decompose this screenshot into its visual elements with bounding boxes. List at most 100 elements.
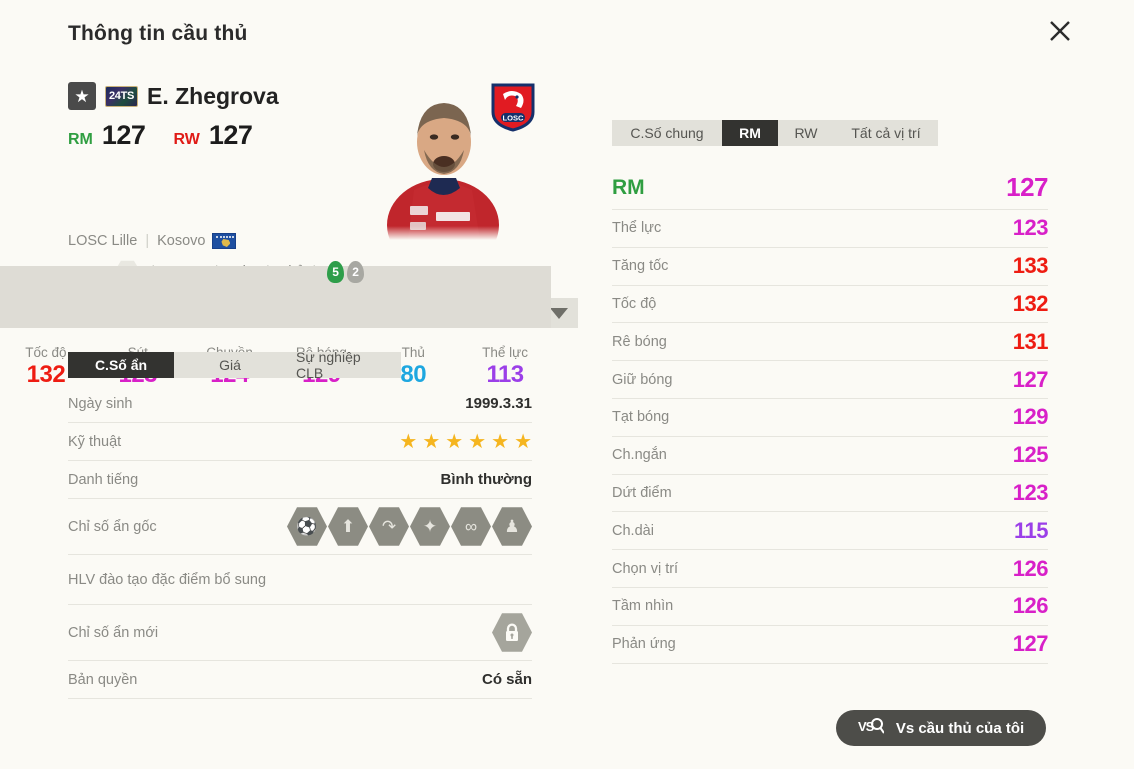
stat-value: 132 (1012, 290, 1049, 316)
stat-label: Giữ bóng (612, 371, 673, 388)
player-identity-row: ★ 24TS E. Zhegrova (68, 82, 279, 110)
stat-label: Dứt điểm (612, 484, 672, 501)
page-title: Thông tin cầu thủ (68, 22, 248, 45)
stat-value: 131 (1012, 328, 1049, 354)
position-rating-row: RM 127 RW 127 (68, 120, 253, 151)
info-rows: Ngày sinh 1999.3.31 Kỹ thuật ★ ★ ★ ★ ★ ★ Danh… (68, 385, 532, 699)
stat-label: Tạt bóng (612, 409, 670, 426)
row-reputation: Danh tiếng Bình thường (68, 461, 532, 499)
nation-name: Kosovo (157, 233, 206, 249)
reputation-value: Bình thường (440, 471, 532, 488)
stat-value: 127 (1012, 631, 1049, 657)
stat-row: Ch.dài 115 (612, 512, 1049, 551)
stat-label: RM (612, 175, 645, 199)
position-overall-row: RM 127 (612, 166, 1048, 210)
new-trait-label: Chỉ số ẩn mới (68, 624, 159, 641)
summary-stat-label: Tốc độ (25, 345, 67, 360)
stat-row: Phản ứng 127 (612, 626, 1049, 664)
stat-label: Tầm nhìn (612, 598, 674, 615)
stat-row: Tầm nhìn 126 (612, 588, 1049, 626)
row-base-traits: Chỉ số ẩn gốc ⚽ ⬆ ↷ ✦ ∞ ♟ (68, 499, 532, 555)
stat-value: 127 (1006, 172, 1048, 202)
stat-label: Ch.dài (612, 522, 654, 539)
skill-stars: ★ ★ ★ ★ ★ ★ (399, 432, 532, 452)
coach-trait-label: HLV đào tạo đặc điểm bổ sung (68, 571, 267, 588)
divider: | (145, 233, 150, 249)
skill-star-icon: ★ (399, 430, 418, 453)
position-stat-rows: RM 127 Thể lực 123 Tăng tốc 133 Tốc độ 132 Rê bó… (612, 166, 1049, 664)
copyright-label: Bản quyền (68, 671, 138, 688)
stat-row: Tạt bóng 129 (612, 399, 1049, 437)
fan-favourite-icon[interactable]: ♟ (492, 507, 532, 546)
stat-row: Chọn vị trí 126 (612, 550, 1049, 588)
row-coach-trait: HLV đào tạo đặc điểm bổ sung (68, 555, 532, 605)
summary-stat-0: Tốc độ 132 (0, 345, 92, 389)
vs-search-icon: VS (858, 716, 885, 740)
birthdate-value: 1999.3.31 (465, 395, 532, 412)
player-name: E. Zhegrova (147, 82, 279, 109)
chevron-down-icon (550, 307, 568, 319)
pass-skill-icon[interactable]: ✦ (410, 507, 450, 546)
weak-foot-icon: 2 (347, 260, 365, 283)
compare-with-my-player-button[interactable]: VS Vs cầu thủ của tôi (836, 710, 1046, 746)
summary-stat-label: Thể lực (482, 345, 528, 360)
stat-row: Thể lực 123 (612, 210, 1049, 248)
stat-value: 127 (1012, 366, 1049, 392)
summary-stat-value: 113 (486, 361, 524, 388)
skill-star-icon: ★ (422, 430, 441, 453)
stat-value: 123 (1012, 479, 1049, 505)
left-tab-2[interactable]: Sự nghiệp CLB (296, 349, 361, 381)
compare-button-label: Vs cầu thủ của tôi (895, 719, 1025, 737)
stat-value: 129 (1012, 404, 1049, 430)
stat-row: Tốc độ 132 (612, 286, 1049, 324)
position-tag-primary: RM (68, 131, 93, 148)
base-traits-label: Chỉ số ẩn gốc (68, 518, 157, 535)
acrobatic-icon[interactable]: ∞ (451, 507, 491, 546)
row-new-trait: Chỉ số ẩn mới (68, 605, 532, 661)
player-photo (368, 80, 548, 240)
skill-label: Kỹ thuật (68, 433, 122, 450)
left-tab-1[interactable]: Giá (219, 357, 241, 373)
lock-icon[interactable] (492, 613, 532, 652)
stat-row: Tăng tốc 133 (612, 248, 1049, 286)
row-copyright: Bản quyền Có sẵn (68, 661, 532, 699)
right-tab-ttcvtr[interactable]: Tất cả vị trí (851, 125, 921, 141)
stat-row: Giữ bóng 127 (612, 361, 1049, 399)
stat-value: 126 (1012, 593, 1049, 619)
skill-star-icon: ★ (468, 430, 487, 453)
club-nation-row: LOSC Lille | Kosovo (68, 233, 237, 249)
stat-label: Thể lực (612, 220, 662, 237)
summary-stat-value: 132 (26, 361, 66, 388)
row-birthdate: Ngày sinh 1999.3.31 (68, 385, 532, 423)
right-tab-cschung[interactable]: C.Số chung (630, 125, 704, 141)
summary-stat-strip-bg (0, 266, 551, 328)
position-tag-secondary: RW (173, 131, 200, 148)
base-traits-icons: ⚽ ⬆ ↷ ✦ ∞ ♟ (287, 503, 532, 551)
heading-icon[interactable]: ⬆ (328, 507, 368, 546)
stat-row: Rê bóng 131 (612, 323, 1049, 362)
right-tab-bar: C.Số chung RM RW Tất cả vị trí (612, 120, 938, 146)
long-range-shot-icon[interactable]: ⚽ (287, 507, 327, 546)
copyright-value: Có sẵn (481, 671, 532, 688)
close-icon[interactable] (1043, 14, 1077, 48)
stat-value: 126 (1012, 555, 1049, 581)
stat-label: Ch.ngắn (612, 447, 667, 464)
position-rating-secondary: 127 (208, 120, 253, 150)
summary-stat-4: Thủ 80 (367, 345, 459, 389)
right-tab-rw[interactable]: RW (794, 125, 818, 141)
club-name: LOSC Lille (68, 233, 138, 249)
skill-star-icon: ★ (445, 430, 464, 453)
star-icon[interactable]: ★ (68, 82, 96, 110)
position-rating-primary: 127 (101, 120, 146, 150)
summary-stat-5: Thể lực 113 (459, 345, 551, 389)
right-tab-rm[interactable]: RM (722, 120, 778, 146)
strong-foot-icon: 5 (327, 260, 345, 283)
stat-row: Ch.ngắn 125 (612, 437, 1049, 475)
stat-label: Tăng tốc (612, 258, 669, 275)
left-panel: ★ 24TS E. Zhegrova RM 127 RW 127 LOSC Li… (0, 70, 578, 769)
left-tab-0[interactable]: C.Số ẩn (68, 352, 174, 378)
curve-pass-icon[interactable]: ↷ (369, 507, 409, 546)
stat-value: 133 (1012, 253, 1049, 279)
stat-label: Tốc độ (612, 295, 657, 312)
